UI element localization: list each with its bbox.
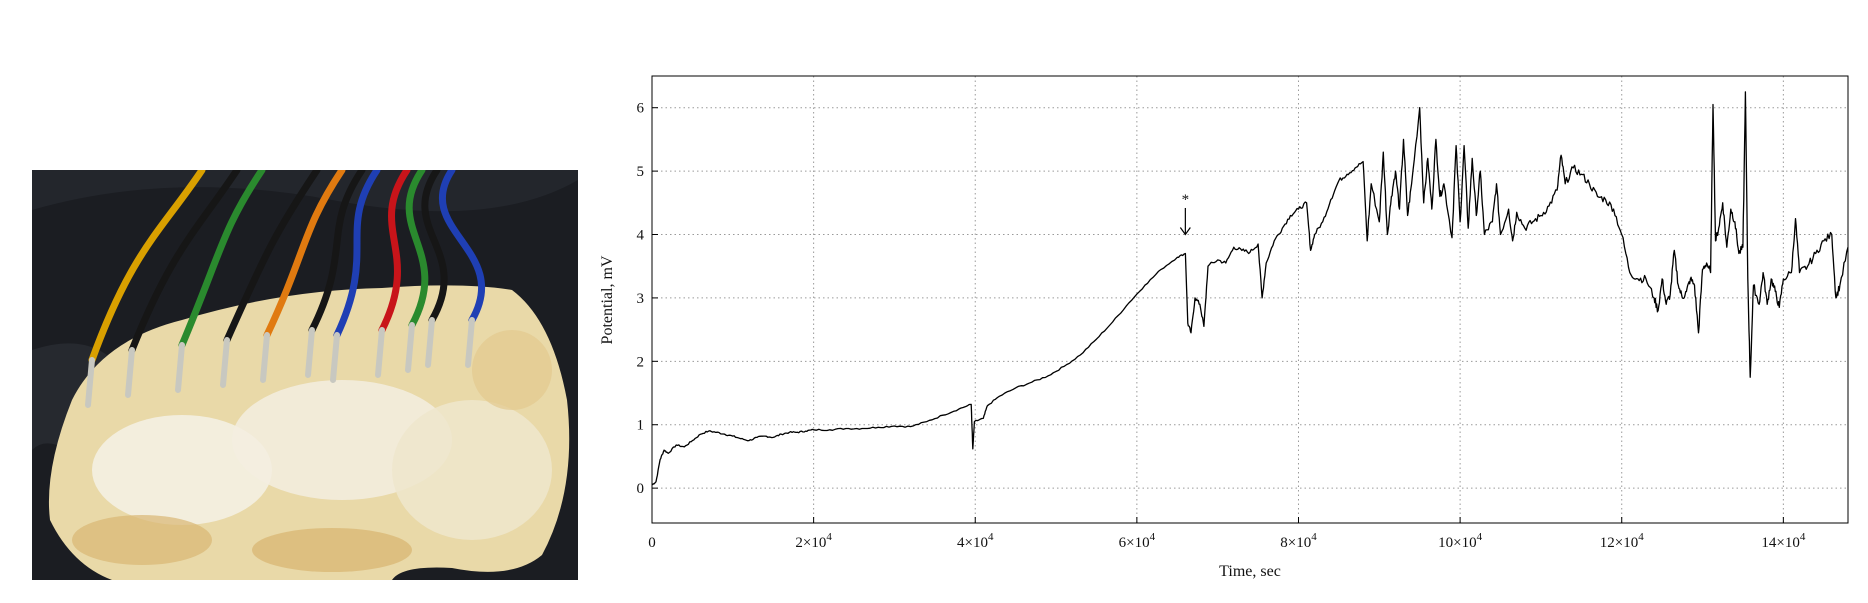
x-tick-label: 2×104 [795,531,832,551]
straw-patch [252,528,412,572]
y-tick-label: 6 [637,101,645,117]
potential-line-chart: 0 2×104 4×104 6×104 8×104 10×104 12×104 14×104 … [599,75,1849,580]
y-tick-label: 2 [637,354,645,370]
y-axis-label: Potential, mV [599,255,616,344]
electrode-wire [128,170,241,354]
x-axis-ticks: 0 2×104 4×104 6×104 8×104 10×104 12×104 14×104 [648,517,1806,551]
electrode-wires [85,170,486,408]
electrode-wire [178,170,266,349]
electrode-needle-sleeve [330,332,340,383]
y-tick-label: 5 [637,164,645,180]
electrode-wire [223,170,321,344]
electrode-needle-sleeve [175,342,185,393]
electrode-wire [378,170,411,334]
electrode-needle-sleeve [405,322,415,373]
straw-patch [72,515,212,565]
electrode-wire [421,170,448,324]
y-tick-label: 4 [637,228,645,244]
electrode-wire [333,170,381,339]
straw-patch [472,330,552,410]
electrode-needle-sleeve [425,317,435,368]
x-tick-label: 6×104 [1119,531,1156,551]
electrode-needle-sleeve [465,317,475,368]
y-axis-ticks: 0 1 2 3 4 5 6 [637,101,658,497]
electrode-needle-sleeve [260,332,270,383]
x-tick-label: 4×104 [957,531,994,551]
annotation-marker: * [1179,192,1191,236]
x-axis-label: Time, sec [1219,563,1281,580]
electrode-wire [438,170,486,324]
electrode-needle-sleeve [305,327,315,378]
annotation-arrow-head [1179,227,1191,236]
x-tick-label: 14×104 [1761,531,1805,551]
mycelium-electrode-photo [32,170,578,580]
electrode-needle-sleeve [220,337,230,388]
electrode-wire [263,170,346,339]
y-tick-label: 1 [637,418,645,434]
electrode-wire [405,170,429,329]
electrode-wire [88,170,206,364]
annotation-label: * [1182,192,1190,208]
x-tick-label: 12×104 [1600,531,1644,551]
y-tick-label: 3 [637,291,645,307]
electrode-needle-sleeve [375,327,385,378]
electrode-needle-sleeve [125,347,135,398]
grid-lines [652,76,1848,523]
x-tick-label: 0 [648,535,656,551]
mycelium-patch [392,400,552,540]
plot-frame [651,75,1849,524]
electrode-needle-sleeve [85,357,95,408]
series-line [651,91,1849,486]
x-tick-label: 8×104 [1280,531,1317,551]
electrode-wire [308,170,366,334]
y-tick-label: 0 [637,481,645,497]
x-tick-label: 10×104 [1438,531,1482,551]
mycelium-patch [92,415,272,525]
